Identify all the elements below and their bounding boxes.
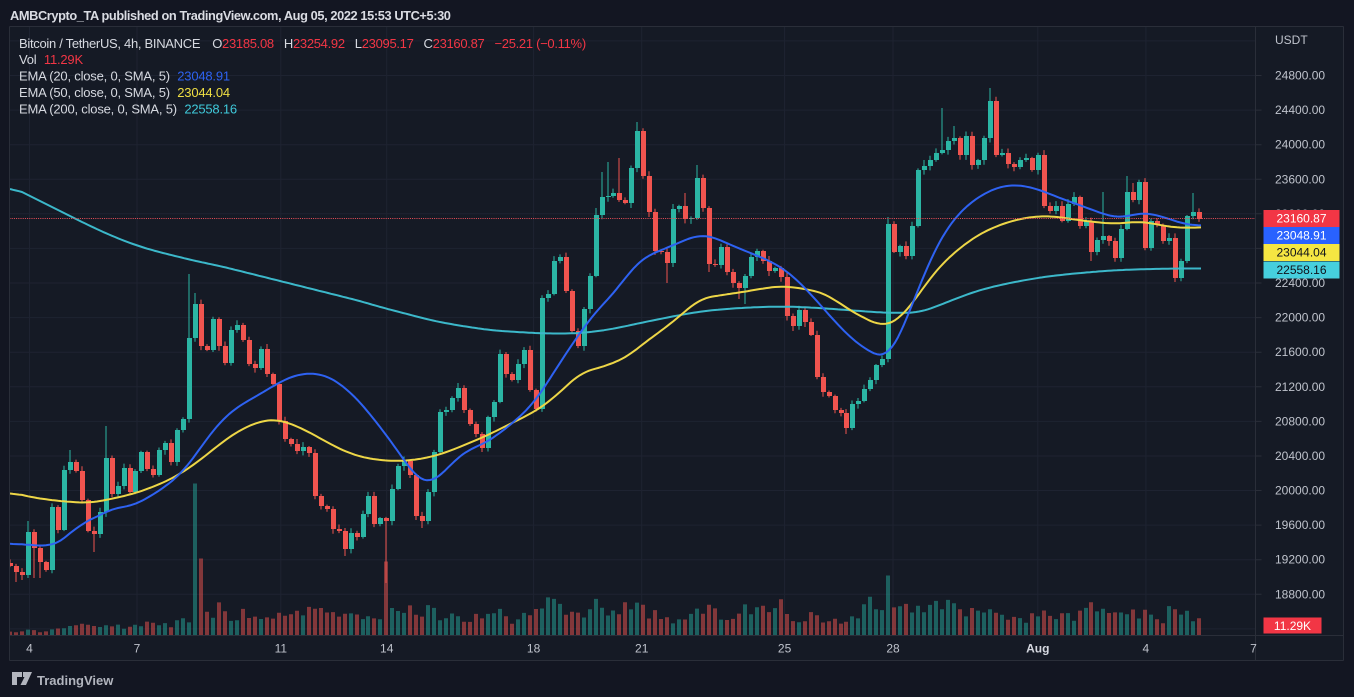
svg-text:19200.00: 19200.00 [1275, 553, 1325, 567]
svg-text:11.29K: 11.29K [1274, 619, 1311, 633]
svg-text:AMBCrypto_TA published on Trad: AMBCrypto_TA published on TradingView.co… [10, 8, 451, 23]
svg-text:19600.00: 19600.00 [1275, 518, 1325, 532]
svg-text:20800.00: 20800.00 [1275, 414, 1325, 428]
svg-text:20400.00: 20400.00 [1275, 449, 1325, 463]
svg-text:USDT: USDT [1275, 33, 1308, 47]
svg-text:22400.00: 22400.00 [1275, 276, 1325, 290]
svg-text:14: 14 [380, 642, 394, 656]
svg-text:23600.00: 23600.00 [1275, 172, 1325, 186]
svg-text:25: 25 [778, 642, 792, 656]
svg-text:21600.00: 21600.00 [1275, 345, 1325, 359]
svg-text:7: 7 [1250, 642, 1257, 656]
svg-text:28: 28 [886, 642, 900, 656]
svg-text:Aug: Aug [1026, 642, 1049, 656]
svg-text:23048.91: 23048.91 [1276, 229, 1326, 243]
svg-text:11: 11 [275, 642, 288, 656]
svg-text:23160.87: 23160.87 [1276, 212, 1326, 226]
svg-text:24400.00: 24400.00 [1275, 103, 1325, 117]
svg-text:24000.00: 24000.00 [1275, 138, 1325, 152]
svg-text:18: 18 [527, 642, 541, 656]
svg-text:Bitcoin / TetherUS, 4h, BINANC: Bitcoin / TetherUS, 4h, BINANCE O23185.08… [19, 36, 586, 51]
svg-text:4: 4 [1143, 642, 1150, 656]
svg-text:21200.00: 21200.00 [1275, 380, 1325, 394]
svg-text:EMA (200, close, 0, SMA, 5) 22: EMA (200, close, 0, SMA, 5) 22558.16 [19, 102, 237, 117]
svg-text:22558.16: 22558.16 [1276, 263, 1326, 277]
svg-text:23044.04: 23044.04 [1276, 246, 1326, 260]
svg-text:7: 7 [134, 642, 141, 656]
svg-text:22000.00: 22000.00 [1275, 311, 1325, 325]
svg-text:21: 21 [635, 642, 649, 656]
svg-text:EMA (20, close, 0, SMA, 5) 230: EMA (20, close, 0, SMA, 5) 23048.91 [19, 69, 230, 84]
svg-text:EMA (50, close, 0, SMA, 5) 230: EMA (50, close, 0, SMA, 5) 23044.04 [19, 85, 230, 100]
svg-text:TradingView: TradingView [37, 673, 114, 688]
svg-text:4: 4 [26, 642, 33, 656]
svg-text:24800.00: 24800.00 [1275, 69, 1325, 83]
svg-text:18800.00: 18800.00 [1275, 587, 1325, 601]
svg-text:20000.00: 20000.00 [1275, 484, 1325, 498]
svg-text:Vol 11.29K: Vol 11.29K [19, 52, 83, 67]
